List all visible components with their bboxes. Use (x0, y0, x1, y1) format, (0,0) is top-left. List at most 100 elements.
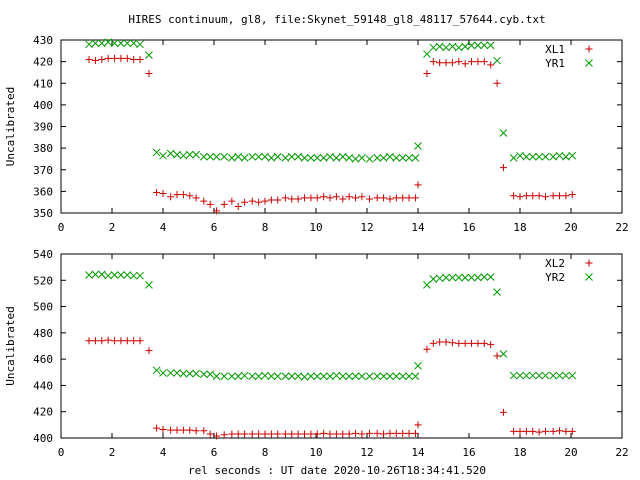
data-point (414, 181, 422, 189)
x-tick-label: 4 (160, 221, 167, 234)
data-point (98, 337, 106, 345)
data-point (85, 40, 93, 49)
x-tick-label: 10 (309, 221, 322, 234)
data-point (568, 191, 576, 199)
data-point (535, 152, 543, 161)
x-tick-label: 16 (462, 446, 475, 459)
data-point (281, 154, 290, 162)
data-point (436, 59, 444, 67)
data-point (319, 154, 328, 162)
data-point (568, 371, 577, 380)
data-point (91, 39, 100, 48)
data-point (474, 273, 482, 282)
data-point (261, 152, 269, 161)
data-point (159, 190, 167, 198)
data-point (510, 427, 518, 435)
legend-marker (585, 45, 593, 53)
data-point (97, 39, 106, 48)
data-point (332, 193, 340, 201)
data-point (332, 154, 341, 162)
data-point (366, 195, 374, 203)
data-point (98, 55, 106, 63)
data-point (461, 42, 470, 51)
data-point (351, 155, 360, 163)
data-point (320, 193, 328, 201)
x-tick-label: 22 (615, 221, 628, 234)
data-point (454, 273, 463, 282)
data-point (516, 151, 524, 160)
data-point (522, 152, 531, 161)
data-point (510, 192, 518, 200)
data-point (555, 371, 564, 380)
data-point (568, 151, 577, 160)
data-point (234, 203, 242, 211)
y-tick-label: 390 (33, 121, 53, 134)
data-point (301, 430, 309, 438)
data-point (111, 54, 119, 62)
data-point (213, 432, 221, 440)
data-point (423, 50, 431, 58)
data-point (199, 152, 208, 161)
data-point (254, 372, 263, 381)
data-point (255, 198, 263, 206)
data-point (487, 341, 495, 349)
data-point (528, 152, 537, 161)
data-point (448, 42, 457, 51)
data-point (429, 43, 438, 52)
data-point (405, 154, 413, 162)
data-point (549, 427, 557, 435)
data-point (167, 193, 175, 201)
data-point (522, 371, 531, 380)
data-point (185, 369, 194, 378)
data-point (516, 193, 524, 201)
data-point (345, 193, 353, 201)
data-point (192, 194, 200, 202)
data-point (136, 40, 144, 49)
data-point (123, 54, 131, 62)
data-point (535, 371, 543, 380)
data-point (541, 152, 550, 161)
data-point (429, 58, 437, 66)
data-point (159, 151, 167, 160)
data-point (166, 149, 175, 158)
data-point (399, 194, 407, 202)
data-point (380, 194, 388, 202)
data-point (535, 428, 543, 436)
data-point (474, 41, 482, 50)
data-point (398, 154, 407, 162)
data-point (411, 194, 419, 202)
data-point (326, 372, 334, 381)
data-point (358, 372, 366, 381)
data-point (499, 129, 508, 137)
x-tick-label: 10 (309, 446, 322, 459)
data-point (358, 193, 366, 201)
data-point (294, 430, 302, 438)
data-point (398, 372, 407, 381)
x-tick-label: 16 (462, 221, 475, 234)
data-point (499, 350, 508, 358)
data-point (326, 152, 334, 161)
data-point (104, 271, 113, 280)
y-tick-label: 500 (33, 301, 53, 314)
data-point (319, 372, 328, 381)
data-point (186, 426, 194, 434)
data-point (313, 194, 321, 202)
data-point (320, 429, 328, 437)
data-point (352, 429, 360, 437)
y-tick-label: 420 (33, 56, 53, 69)
y-tick-label: 430 (33, 34, 53, 47)
data-point (522, 192, 530, 200)
data-point (386, 152, 394, 161)
data-point (467, 273, 476, 282)
data-point (461, 273, 470, 282)
data-point (423, 70, 431, 78)
data-point (241, 198, 249, 206)
data-point (220, 431, 228, 439)
data-point (234, 152, 243, 161)
data-point (405, 372, 413, 381)
x-tick-label: 18 (513, 221, 526, 234)
data-point (480, 339, 488, 347)
x-tick-label: 2 (109, 446, 116, 459)
data-point (345, 154, 354, 162)
plot-frame (60, 39, 623, 214)
